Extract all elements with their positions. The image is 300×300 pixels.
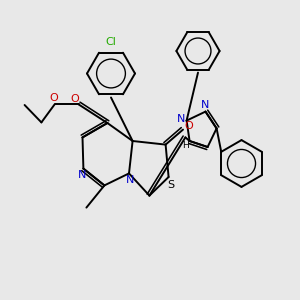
Text: S: S [167, 179, 174, 190]
Text: O: O [70, 94, 80, 104]
Text: O: O [49, 93, 58, 103]
Text: Cl: Cl [106, 37, 116, 47]
Text: H: H [183, 141, 189, 150]
Text: N: N [78, 170, 86, 180]
Text: N: N [200, 100, 209, 110]
Text: N: N [126, 175, 134, 185]
Text: N: N [176, 114, 185, 124]
Text: O: O [184, 121, 193, 131]
